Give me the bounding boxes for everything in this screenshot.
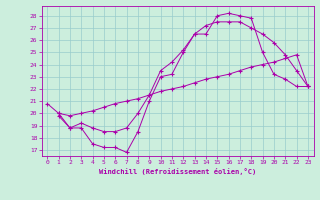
X-axis label: Windchill (Refroidissement éolien,°C): Windchill (Refroidissement éolien,°C)	[99, 168, 256, 175]
